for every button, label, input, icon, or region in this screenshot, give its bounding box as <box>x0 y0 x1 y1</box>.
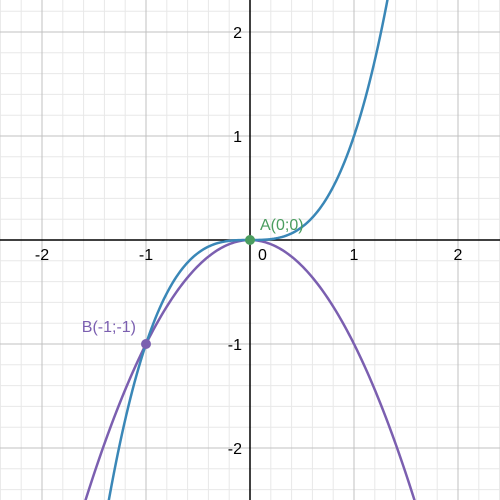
x-tick-neg1: -1 <box>139 247 153 264</box>
chart-container: -2 -1 0 1 2 -2 -1 1 2 A(0;0) B(-1;-1) <box>0 0 500 500</box>
point-b-label: B(-1;-1) <box>82 319 136 336</box>
x-tick-2: 2 <box>454 247 463 264</box>
chart-svg: -2 -1 0 1 2 -2 -1 1 2 A(0;0) B(-1;-1) <box>0 0 500 500</box>
y-tick-neg2: -2 <box>228 441 242 458</box>
point-a <box>245 235 255 245</box>
axes <box>0 0 500 500</box>
y-tick-1: 1 <box>233 129 242 146</box>
x-tick-1: 1 <box>350 247 359 264</box>
point-a-label: A(0;0) <box>260 217 304 234</box>
point-b <box>141 339 151 349</box>
x-tick-neg2: -2 <box>35 247 49 264</box>
y-tick-2: 2 <box>233 25 242 42</box>
origin-label: 0 <box>258 247 267 264</box>
y-tick-neg1: -1 <box>228 337 242 354</box>
